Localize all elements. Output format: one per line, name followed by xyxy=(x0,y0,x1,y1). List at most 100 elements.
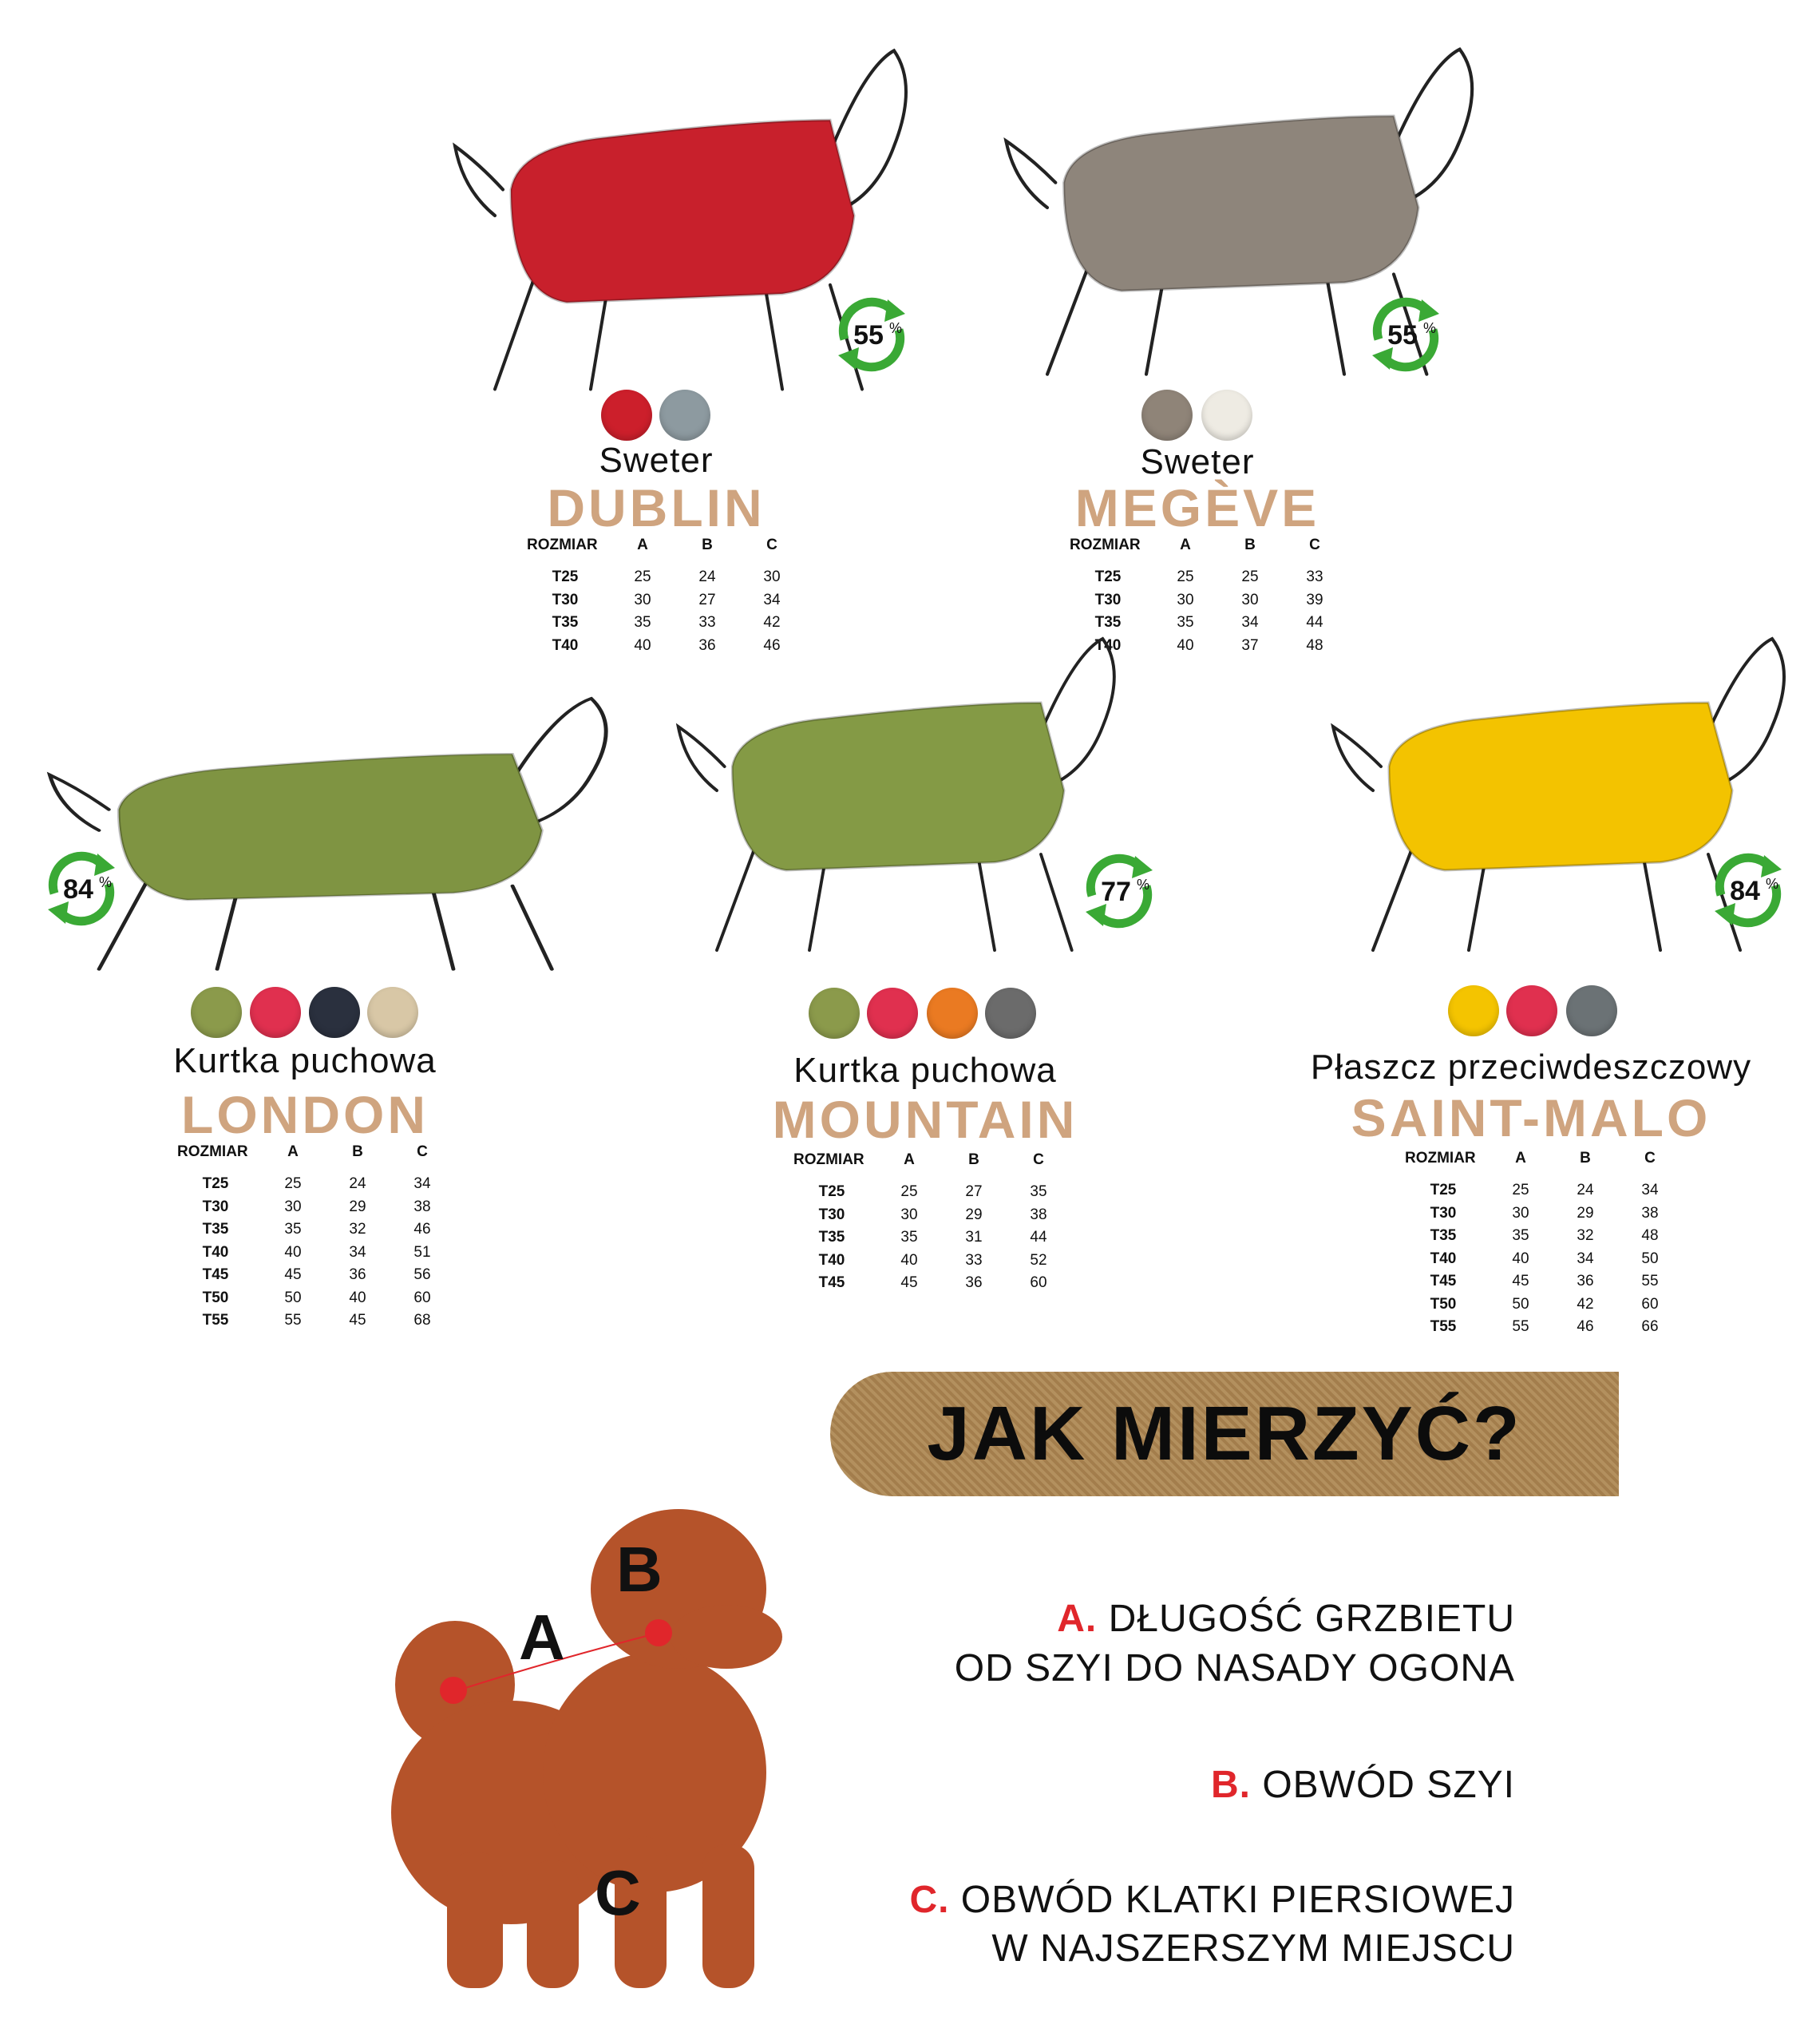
size-label: T50 xyxy=(202,1289,229,1306)
size-label: T35 xyxy=(202,1221,229,1238)
table-cell: 46 xyxy=(1577,1318,1594,1335)
table-cell: 25 xyxy=(1241,568,1259,585)
table-cell: 29 xyxy=(965,1206,983,1223)
table-cell: 34 xyxy=(1241,614,1259,631)
table-cell: 33 xyxy=(1306,568,1323,585)
size-label: T55 xyxy=(1430,1318,1457,1335)
table-cell: 25 xyxy=(1177,568,1194,585)
garment xyxy=(1387,701,1734,872)
table-cell: 36 xyxy=(965,1274,983,1291)
table-cell: 56 xyxy=(413,1266,431,1283)
table-cell: 35 xyxy=(900,1229,918,1246)
table-cell: 36 xyxy=(698,636,716,654)
table-cell: 24 xyxy=(1577,1182,1594,1198)
product-name: DUBLIN xyxy=(547,478,766,537)
size-label: T25 xyxy=(818,1183,845,1200)
dog-illustration xyxy=(1003,47,1474,376)
color-swatch[interactable] xyxy=(927,988,978,1039)
percent-unit: % xyxy=(1423,320,1436,336)
table-cell: 33 xyxy=(698,614,716,631)
dog-illustration xyxy=(453,48,908,391)
table-cell: 35 xyxy=(1030,1183,1047,1200)
table-header: ROZMIAR xyxy=(1405,1150,1476,1167)
color-swatch[interactable] xyxy=(1201,390,1252,441)
table-cell: 36 xyxy=(1577,1273,1594,1289)
table-cell: 50 xyxy=(1641,1250,1659,1267)
how-to-measure-banner: JAK MIERZYĆ? xyxy=(830,1372,1619,1496)
table-header: B xyxy=(1244,537,1256,553)
table-cell: 38 xyxy=(413,1198,431,1215)
color-swatch[interactable] xyxy=(601,390,652,441)
table-header: A xyxy=(637,537,648,553)
size-label: T35 xyxy=(1094,614,1122,631)
table-cell: 40 xyxy=(349,1289,366,1306)
recycle-icon: 55 % xyxy=(838,297,905,372)
table-cell: 40 xyxy=(1512,1250,1529,1267)
size-label: T40 xyxy=(1430,1250,1457,1267)
recycled-percent: 77 xyxy=(1101,877,1131,907)
table-cell: 46 xyxy=(763,636,781,654)
label-a: A xyxy=(519,1602,565,1673)
product-name: MOUNTAIN xyxy=(772,1090,1078,1149)
color-swatch[interactable] xyxy=(309,987,360,1038)
table-header: B xyxy=(702,537,713,553)
table-cell: 24 xyxy=(349,1175,366,1192)
size-label: T55 xyxy=(202,1312,229,1329)
table-cell: 55 xyxy=(1641,1273,1659,1289)
table-cell: 50 xyxy=(284,1289,302,1306)
color-swatch[interactable] xyxy=(367,987,418,1038)
size-label: T25 xyxy=(202,1175,229,1192)
size-label: T50 xyxy=(1430,1295,1457,1313)
recycle-icon: 55 % xyxy=(1372,297,1439,372)
percent-unit: % xyxy=(1137,877,1149,893)
table-cell: 25 xyxy=(284,1175,302,1192)
size-label: T30 xyxy=(1430,1204,1457,1222)
table-cell: 42 xyxy=(1577,1295,1594,1313)
size-label: T40 xyxy=(202,1243,229,1261)
color-swatch[interactable] xyxy=(1506,985,1557,1036)
label-c: C xyxy=(595,1857,641,1928)
color-swatch[interactable] xyxy=(809,988,860,1039)
table-cell: 35 xyxy=(284,1221,302,1238)
color-swatch[interactable] xyxy=(659,390,710,441)
table-cell: 60 xyxy=(1641,1295,1659,1313)
recycled-percent: 84 xyxy=(1730,876,1760,906)
table-header: C xyxy=(417,1143,428,1160)
color-swatch[interactable] xyxy=(1141,390,1193,441)
table-cell: 35 xyxy=(1177,614,1194,631)
color-swatch[interactable] xyxy=(191,987,242,1038)
size-label: T25 xyxy=(552,568,579,585)
color-swatch[interactable] xyxy=(1566,985,1617,1036)
percent-unit: % xyxy=(1766,876,1778,892)
table-cell: 50 xyxy=(1512,1295,1529,1313)
table-cell: 30 xyxy=(1512,1204,1529,1222)
dog-illustration xyxy=(1331,636,1786,952)
recycled-percent: 55 xyxy=(1387,320,1418,351)
instruction-c-line1: C. OBWÓD KLATKI PIERSIOWEJ xyxy=(909,1879,1515,1921)
color-swatch[interactable] xyxy=(250,987,301,1038)
table-header: B xyxy=(352,1143,363,1160)
table-cell: 40 xyxy=(634,636,651,654)
table-cell: 27 xyxy=(698,591,716,608)
table-header: A xyxy=(904,1151,915,1168)
recycled-percent: 55 xyxy=(853,320,884,351)
table-cell: 34 xyxy=(349,1243,366,1261)
product-type: Sweter xyxy=(599,441,714,480)
percent-unit: % xyxy=(889,320,902,336)
size-label: T25 xyxy=(1094,568,1122,585)
table-header: A xyxy=(287,1143,299,1160)
table-cell: 51 xyxy=(413,1243,431,1261)
poodle-photo xyxy=(391,1509,782,1988)
color-swatch[interactable] xyxy=(867,988,918,1039)
color-swatch[interactable] xyxy=(985,988,1036,1039)
point-b-marker xyxy=(645,1619,672,1646)
size-label: T30 xyxy=(1094,591,1122,608)
table-cell: 37 xyxy=(1241,636,1259,654)
table-cell: 30 xyxy=(634,591,651,608)
table-cell: 29 xyxy=(349,1198,366,1215)
color-swatch[interactable] xyxy=(1448,985,1499,1036)
size-label: T40 xyxy=(552,636,579,654)
table-cell: 34 xyxy=(1577,1250,1594,1267)
table-cell: 45 xyxy=(1512,1273,1529,1289)
table-cell: 30 xyxy=(1241,591,1259,608)
